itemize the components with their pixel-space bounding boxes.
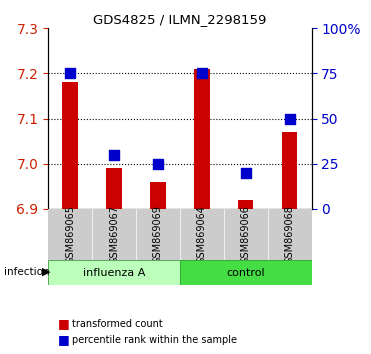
Point — [199, 71, 205, 76]
Text: GSM869067: GSM869067 — [109, 205, 119, 264]
Bar — [62, 82, 78, 209]
Bar — [180, 260, 312, 285]
Bar — [150, 182, 166, 209]
Text: GSM869068: GSM869068 — [285, 205, 295, 264]
Text: transformed count: transformed count — [72, 319, 163, 329]
Bar — [106, 168, 122, 209]
Text: influenza A: influenza A — [83, 268, 145, 278]
Text: GSM869066: GSM869066 — [241, 205, 251, 264]
Text: ▶: ▶ — [42, 267, 50, 277]
Text: ■: ■ — [58, 318, 69, 330]
Point — [155, 161, 161, 167]
Text: GSM869064: GSM869064 — [197, 205, 207, 264]
Text: percentile rank within the sample: percentile rank within the sample — [72, 335, 237, 345]
Bar — [194, 69, 210, 209]
Point — [243, 170, 249, 176]
Text: GSM869069: GSM869069 — [153, 205, 163, 264]
Text: GSM869065: GSM869065 — [65, 205, 75, 264]
Bar — [282, 132, 298, 209]
Text: infection: infection — [4, 267, 49, 277]
Text: ■: ■ — [58, 333, 69, 346]
Point — [287, 116, 293, 121]
Point — [111, 152, 117, 158]
Text: control: control — [226, 268, 265, 278]
Title: GDS4825 / ILMN_2298159: GDS4825 / ILMN_2298159 — [93, 13, 267, 26]
Bar — [238, 200, 253, 209]
Bar — [48, 260, 180, 285]
Point — [67, 71, 73, 76]
